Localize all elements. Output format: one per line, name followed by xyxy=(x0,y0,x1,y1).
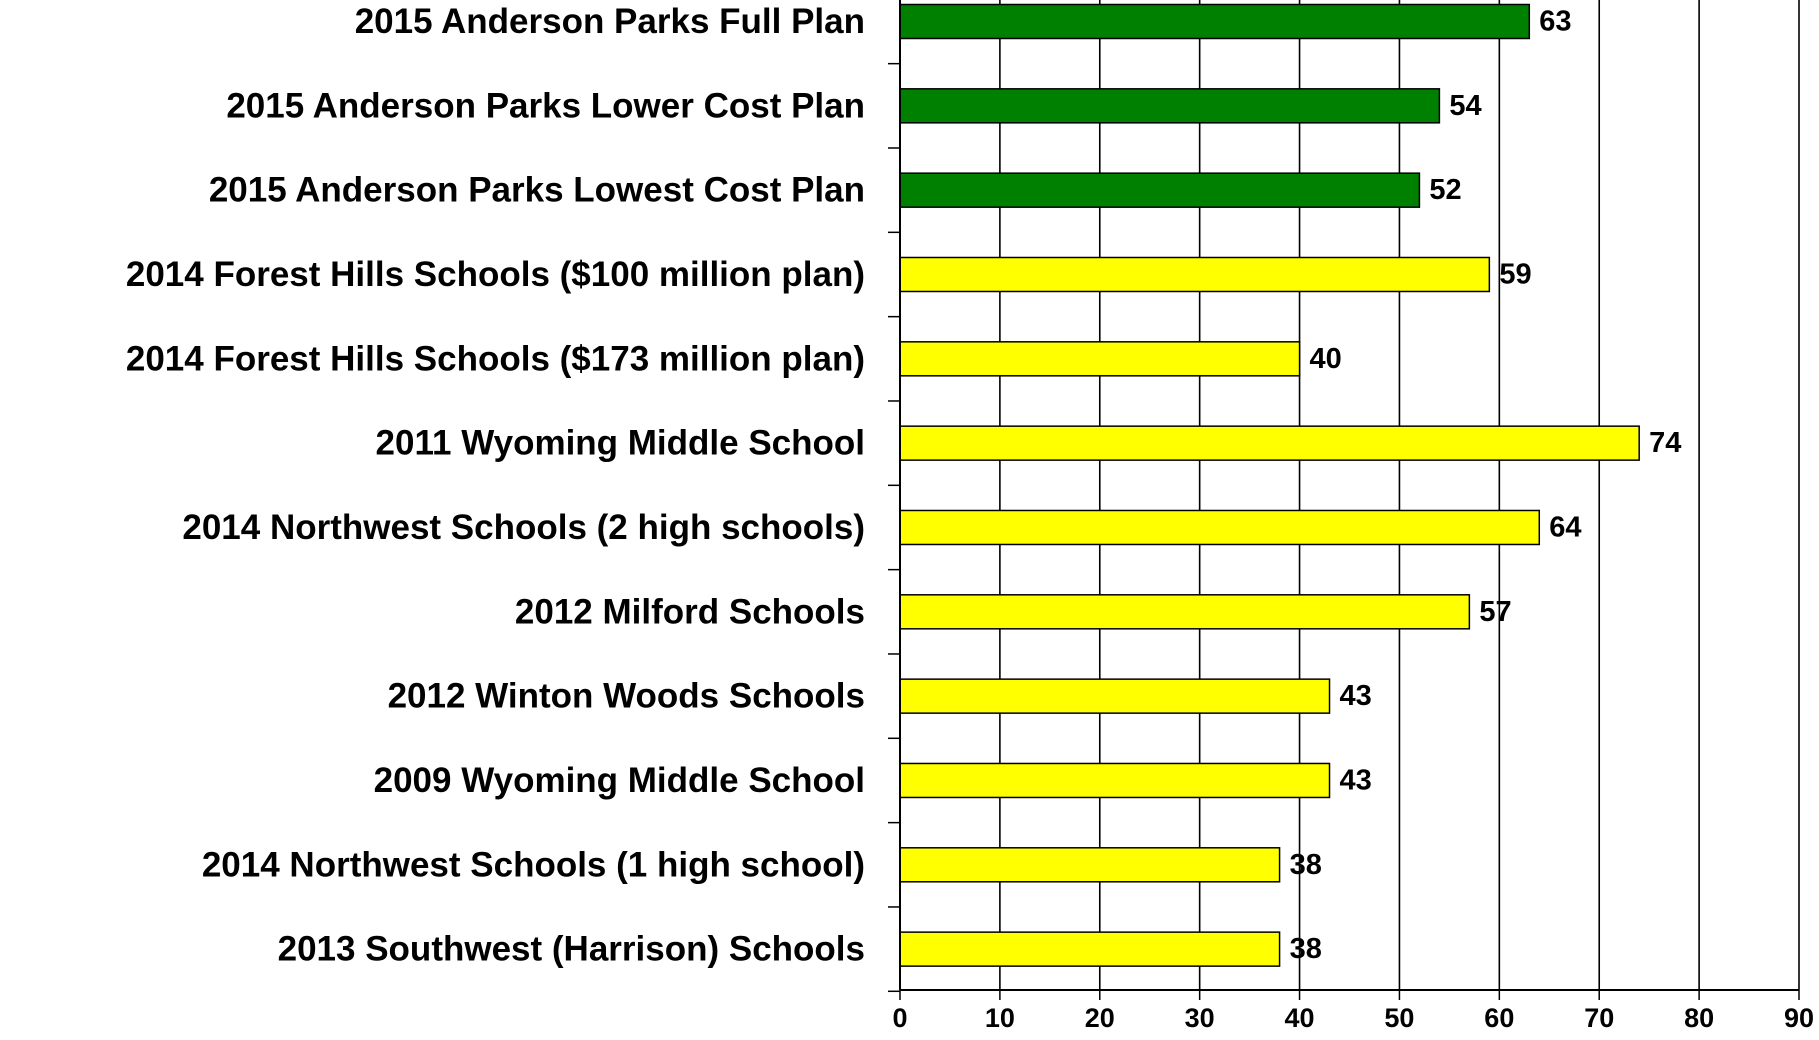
x-tick-label: 0 xyxy=(892,1003,907,1033)
x-tick-label: 90 xyxy=(1784,1003,1814,1033)
data-label: 54 xyxy=(1449,90,1481,122)
category-label: 2011 Wyoming Middle School xyxy=(376,424,865,463)
bar xyxy=(899,3,1531,40)
category-label: 2015 Anderson Parks Lowest Cost Plan xyxy=(209,171,865,210)
data-label: 59 xyxy=(1499,258,1531,290)
x-tick-label: 50 xyxy=(1384,1003,1414,1033)
bar xyxy=(899,425,1640,461)
category-label: 2014 Northwest Schools (1 high school) xyxy=(202,845,865,884)
bar xyxy=(899,341,1301,377)
bar xyxy=(899,256,1491,293)
bar xyxy=(899,88,1441,124)
category-label: 2014 Forest Hills Schools ($100 million … xyxy=(126,255,865,294)
x-tick-label: 80 xyxy=(1684,1003,1714,1033)
category-labels: 2015 Anderson Parks Full Plan 2015 Anders… xyxy=(126,2,865,969)
category-label: 2015 Anderson Parks Full Plan xyxy=(355,2,865,41)
category-label: 2012 Winton Woods Schools xyxy=(388,677,865,716)
data-label: 43 xyxy=(1340,764,1372,796)
bars xyxy=(899,3,1640,967)
data-label: 38 xyxy=(1290,933,1322,965)
category-label: 2013 Southwest (Harrison) Schools xyxy=(278,930,865,969)
category-label: 2014 Forest Hills Schools ($173 million … xyxy=(126,339,865,378)
data-label: 74 xyxy=(1649,427,1681,459)
bar xyxy=(899,172,1421,208)
data-label: 43 xyxy=(1340,680,1372,712)
category-label: 2012 Milford Schools xyxy=(515,592,865,631)
data-label: 40 xyxy=(1310,343,1342,375)
x-tick-label: 30 xyxy=(1185,1003,1215,1033)
data-label: 38 xyxy=(1290,849,1322,881)
data-label: 57 xyxy=(1479,596,1511,628)
category-label: 2014 Northwest Schools (2 high schools) xyxy=(182,508,865,547)
data-label: 63 xyxy=(1539,6,1571,38)
bar xyxy=(899,594,1471,630)
x-tick-label: 20 xyxy=(1085,1003,1115,1033)
x-tick-label: 70 xyxy=(1584,1003,1614,1033)
x-tick-labels: 0 10 20 30 40 50 60 70 80 90 xyxy=(892,1003,1814,1033)
axes xyxy=(888,0,1800,1000)
bar xyxy=(899,847,1281,883)
data-label: 64 xyxy=(1549,511,1581,543)
gridlines xyxy=(999,0,1800,990)
x-tick-label: 10 xyxy=(985,1003,1015,1033)
bar xyxy=(899,509,1541,546)
bar xyxy=(899,678,1331,714)
bar xyxy=(899,931,1281,967)
data-labels: 63 54 52 59 40 74 64 57 43 43 38 38 xyxy=(1290,6,1682,966)
data-label: 52 xyxy=(1429,174,1461,206)
x-tick-label: 60 xyxy=(1484,1003,1514,1033)
category-label: 2015 Anderson Parks Lower Cost Plan xyxy=(226,86,865,125)
category-label: 2009 Wyoming Middle School xyxy=(374,761,865,800)
bar xyxy=(899,762,1331,799)
x-tick-label: 40 xyxy=(1285,1003,1315,1033)
